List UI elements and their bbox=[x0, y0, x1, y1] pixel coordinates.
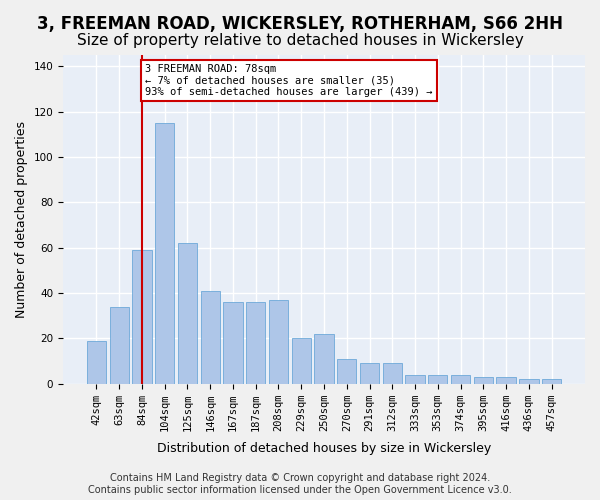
Bar bbox=[155, 123, 175, 384]
Bar bbox=[246, 302, 265, 384]
Bar bbox=[223, 302, 242, 384]
Bar bbox=[496, 377, 516, 384]
Bar bbox=[87, 340, 106, 384]
Bar bbox=[383, 364, 402, 384]
Bar bbox=[451, 374, 470, 384]
Bar bbox=[406, 374, 425, 384]
Bar bbox=[337, 358, 356, 384]
Bar bbox=[200, 290, 220, 384]
Text: 3 FREEMAN ROAD: 78sqm
← 7% of detached houses are smaller (35)
93% of semi-detac: 3 FREEMAN ROAD: 78sqm ← 7% of detached h… bbox=[145, 64, 433, 98]
X-axis label: Distribution of detached houses by size in Wickersley: Distribution of detached houses by size … bbox=[157, 442, 491, 455]
Bar bbox=[269, 300, 288, 384]
Bar bbox=[542, 379, 561, 384]
Text: Contains HM Land Registry data © Crown copyright and database right 2024.
Contai: Contains HM Land Registry data © Crown c… bbox=[88, 474, 512, 495]
Bar bbox=[178, 243, 197, 384]
Bar bbox=[473, 377, 493, 384]
Bar bbox=[132, 250, 152, 384]
Bar bbox=[519, 379, 539, 384]
Bar bbox=[360, 364, 379, 384]
Y-axis label: Number of detached properties: Number of detached properties bbox=[15, 121, 28, 318]
Text: 3, FREEMAN ROAD, WICKERSLEY, ROTHERHAM, S66 2HH: 3, FREEMAN ROAD, WICKERSLEY, ROTHERHAM, … bbox=[37, 15, 563, 33]
Bar bbox=[428, 374, 448, 384]
Bar bbox=[110, 306, 129, 384]
Bar bbox=[314, 334, 334, 384]
Text: Size of property relative to detached houses in Wickersley: Size of property relative to detached ho… bbox=[77, 32, 523, 48]
Bar bbox=[292, 338, 311, 384]
